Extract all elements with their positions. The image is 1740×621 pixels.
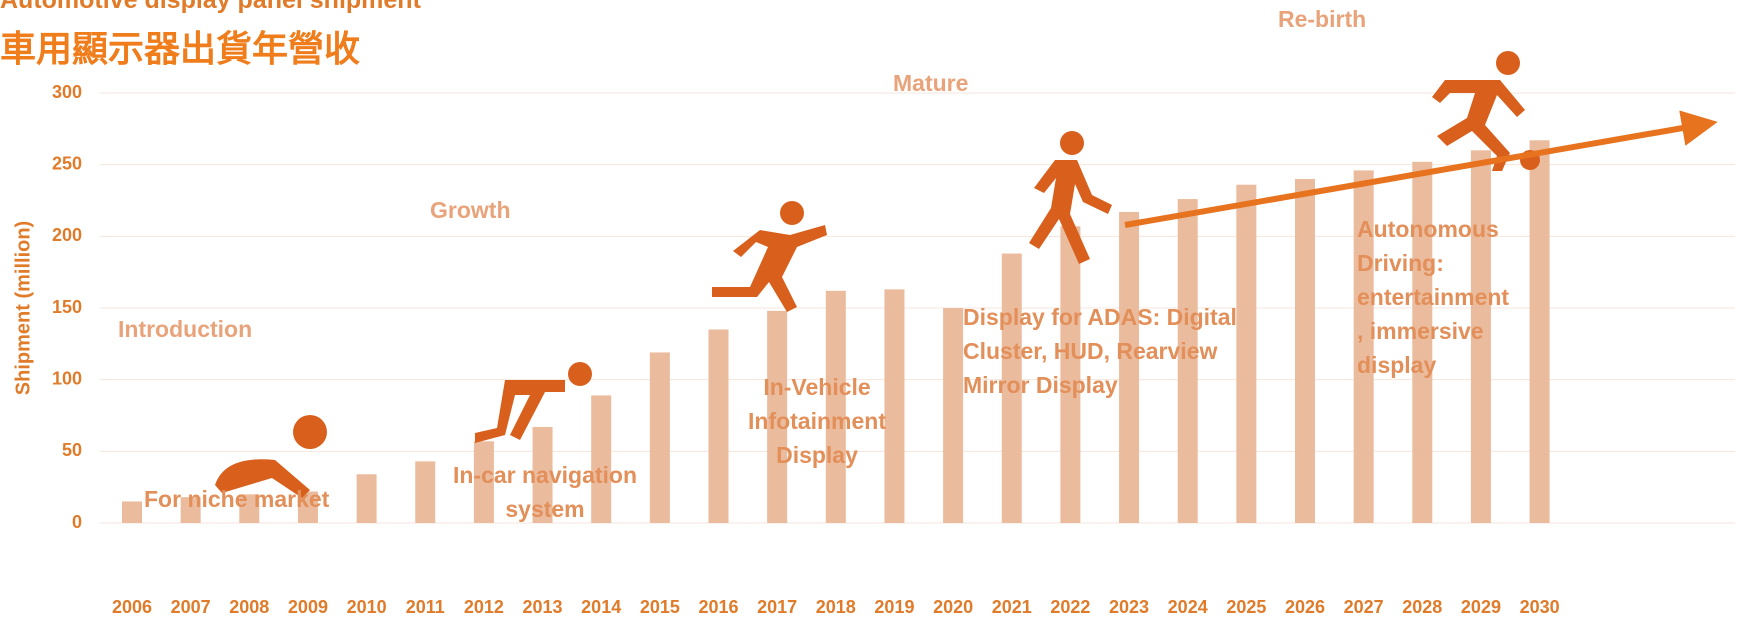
bar bbox=[1470, 150, 1491, 524]
icons bbox=[215, 51, 1540, 498]
bar bbox=[415, 461, 436, 523]
y-axis-label: Shipment (million) bbox=[12, 221, 34, 395]
baby-head bbox=[293, 415, 327, 449]
x-tick-label: 2012 bbox=[464, 597, 504, 617]
x-tick-label: 2008 bbox=[229, 597, 269, 617]
bar bbox=[1412, 161, 1433, 524]
bar bbox=[1119, 211, 1140, 523]
plot: 0 50 100 150 200 250 300 2006 2007 2008 2009 2010 20… bbox=[52, 82, 1735, 617]
bar bbox=[1177, 199, 1198, 524]
bar bbox=[356, 474, 377, 523]
x-tick-label: 2014 bbox=[581, 597, 621, 617]
stage-label: Mature bbox=[893, 70, 969, 96]
bar bbox=[122, 501, 142, 523]
bar bbox=[473, 441, 494, 523]
runner-body bbox=[712, 225, 827, 312]
x-tick-label: 2013 bbox=[523, 597, 563, 617]
jumper-head bbox=[1496, 51, 1520, 75]
stage-label: Re-birth bbox=[1278, 6, 1367, 32]
x-tick-label: 2021 bbox=[992, 597, 1032, 617]
bar bbox=[1529, 140, 1550, 524]
x-tick-label: 2009 bbox=[288, 597, 328, 617]
crawl-head bbox=[568, 362, 592, 386]
x-tick-label: 2023 bbox=[1109, 597, 1149, 617]
annotation: In-Vehicle Infotainment Display bbox=[748, 374, 886, 468]
y-tick-label: 250 bbox=[52, 153, 82, 173]
bar bbox=[1001, 253, 1022, 524]
x-tick-label: 2022 bbox=[1050, 597, 1090, 617]
bar bbox=[532, 426, 553, 523]
crawl-body bbox=[475, 380, 565, 443]
y-tick-label: 0 bbox=[72, 512, 82, 532]
walker-head bbox=[1060, 131, 1084, 155]
stage-label: Introduction bbox=[118, 316, 253, 342]
bar bbox=[884, 289, 905, 523]
x-tick-label: 2018 bbox=[816, 597, 856, 617]
x-tick-label: 2024 bbox=[1168, 597, 1208, 617]
bar bbox=[825, 290, 846, 523]
chart-subtitle: 車用顯示器出貨年營收 bbox=[0, 28, 361, 69]
annotation: In-car navigation system bbox=[452, 462, 638, 522]
jumper-body bbox=[1432, 80, 1525, 171]
walker-body bbox=[1029, 160, 1112, 264]
x-tick-label: 2016 bbox=[698, 597, 738, 617]
x-tick-label: 2007 bbox=[171, 597, 211, 617]
bar bbox=[943, 308, 964, 523]
runner-head bbox=[780, 201, 804, 225]
bar bbox=[1236, 184, 1257, 523]
x-tick-label: 2010 bbox=[347, 597, 387, 617]
y-tick-label: 200 bbox=[52, 225, 82, 245]
bar bbox=[180, 497, 201, 523]
x-tick-label: 2027 bbox=[1344, 597, 1384, 617]
bar bbox=[1353, 170, 1374, 523]
annotation: Autonomous Driving: entertainment , imme… bbox=[1357, 216, 1510, 378]
x-tick-label: 2006 bbox=[112, 597, 152, 617]
x-tick-label: 2020 bbox=[933, 597, 973, 617]
bar bbox=[297, 491, 318, 523]
x-tick-label: 2028 bbox=[1402, 597, 1442, 617]
bar bbox=[708, 329, 729, 523]
annotation: For niche market bbox=[144, 486, 330, 512]
bar bbox=[1295, 179, 1315, 523]
x-tick-label: 2025 bbox=[1226, 597, 1266, 617]
x-tick-label: 2015 bbox=[640, 597, 680, 617]
bar bbox=[239, 494, 260, 523]
y-tick-label: 150 bbox=[52, 297, 82, 317]
chart-title: Automotive display panel shipment bbox=[0, 0, 421, 14]
bar bbox=[767, 310, 788, 523]
trend-arrow bbox=[1124, 110, 1718, 228]
bar bbox=[591, 395, 612, 523]
y-tick-label: 300 bbox=[52, 82, 82, 102]
y-tick-label: 100 bbox=[52, 368, 82, 388]
bar bbox=[1060, 226, 1081, 524]
x-tick-label: 2030 bbox=[1520, 597, 1560, 617]
x-tick-label: 2017 bbox=[757, 597, 797, 617]
x-tick-label: 2011 bbox=[406, 597, 445, 617]
bar bbox=[649, 352, 670, 523]
stage-label: Growth bbox=[430, 197, 511, 223]
baby-body bbox=[215, 459, 310, 498]
y-tick-label: 50 bbox=[62, 440, 82, 460]
annotation: Display for ADAS: Digital Cluster, HUD, … bbox=[963, 304, 1237, 398]
x-tick-label: 2029 bbox=[1461, 597, 1501, 617]
x-tick-label: 2026 bbox=[1285, 597, 1325, 617]
x-tick-label: 2019 bbox=[874, 597, 914, 617]
